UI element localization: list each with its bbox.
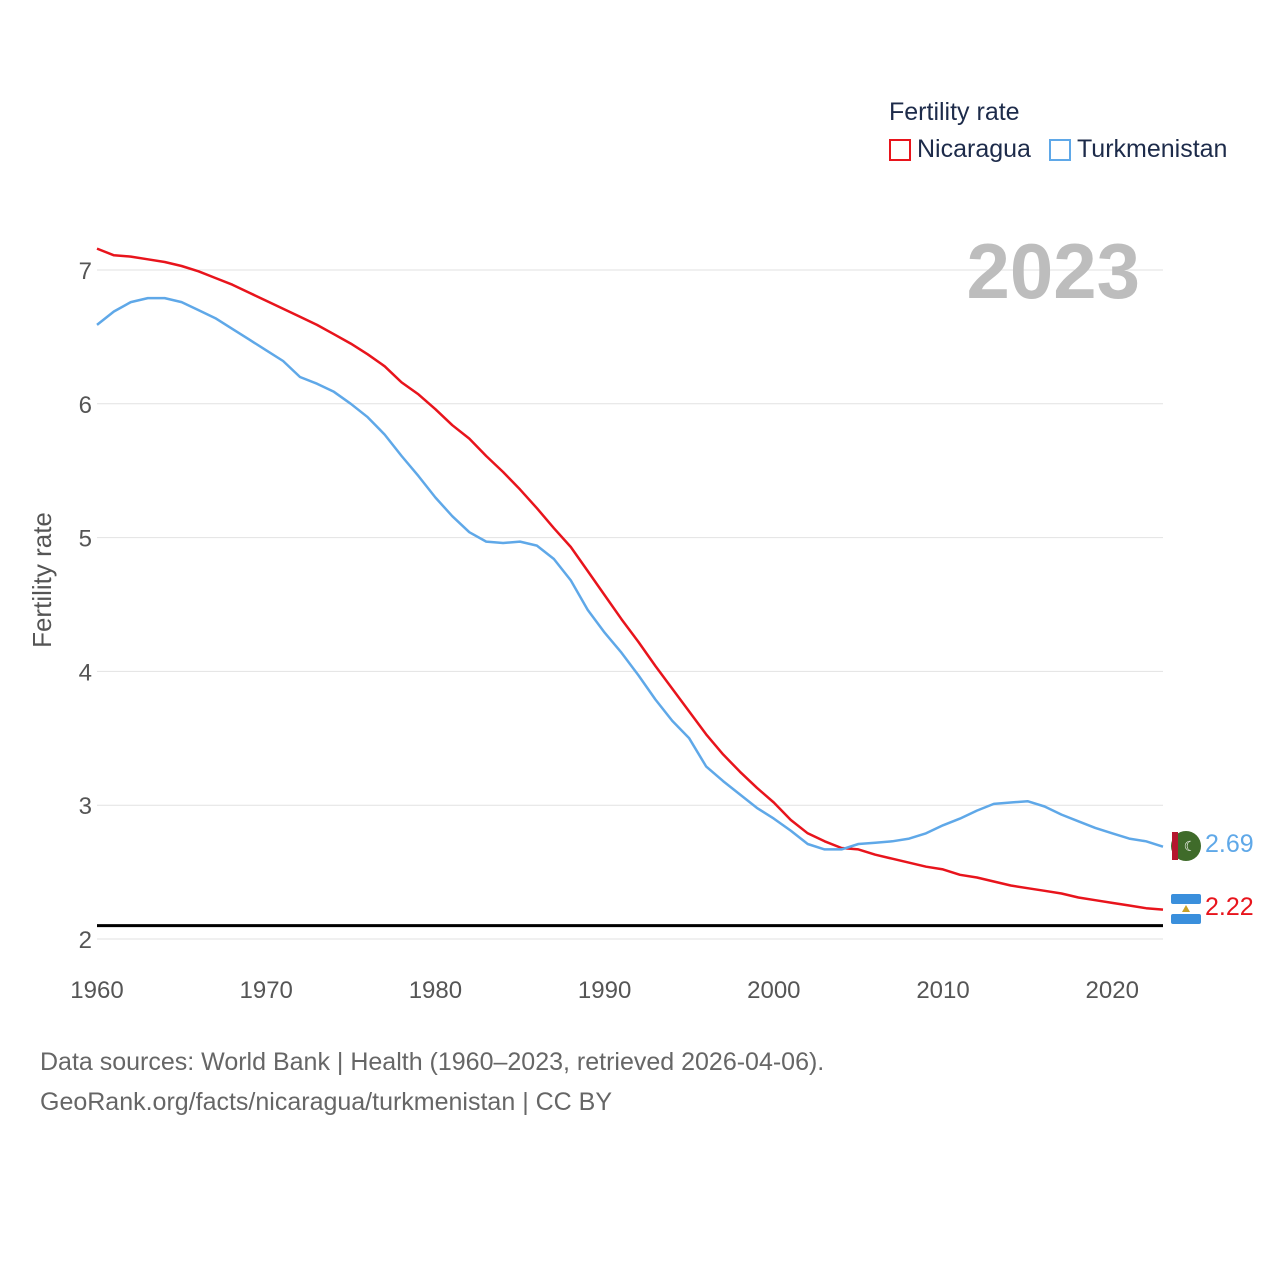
attribution-link[interactable]: GeoRank.org/facts/nicaragua/turkmenistan… xyxy=(40,1088,613,1116)
series-lines xyxy=(96,247,1164,911)
nicaragua-end-label: 2.22 xyxy=(1205,893,1254,921)
nicaragua-flag-icon xyxy=(1171,894,1201,924)
y-axis-label: Fertility rate xyxy=(27,512,57,648)
nicaragua-swatch xyxy=(889,138,911,161)
legend-title: Fertility rate xyxy=(889,98,1020,126)
data-source-text: Data sources: World Bank | Health (1960–… xyxy=(40,1048,825,1076)
x-tick-label: 1990 xyxy=(578,977,631,1004)
grid-lines xyxy=(97,269,1163,940)
legend-label-turkmenistan: Turkmenistan xyxy=(1076,135,1228,163)
footer: Data sources: World Bank | Health (1960–… xyxy=(40,1042,824,1122)
x-tick-label: 2000 xyxy=(747,977,800,1004)
y-axis-ticks: 2 3 4 5 6 7 xyxy=(79,258,92,954)
x-tick-label: 1970 xyxy=(240,977,293,1004)
legend-item-nicaragua[interactable]: Nicaragua xyxy=(889,135,1031,164)
turkmenistan-swatch xyxy=(1048,138,1071,161)
y-tick-label: 4 xyxy=(79,659,92,686)
x-tick-label: 1960 xyxy=(70,977,123,1004)
x-tick-label: 2010 xyxy=(916,977,969,1004)
turkmenistan-end-label: 2.69 xyxy=(1205,830,1254,858)
y-tick-label: 2 xyxy=(79,927,92,954)
x-tick-label: 2020 xyxy=(1086,977,1139,1004)
legend-label-nicaragua: Nicaragua xyxy=(917,135,1031,163)
turkmenistan-series-line xyxy=(96,296,1164,851)
legend: Fertility rate Nicaragua Turkmenistan xyxy=(889,98,1245,164)
y-tick-label: 5 xyxy=(79,526,92,553)
y-tick-label: 3 xyxy=(79,793,92,820)
turkmenistan-flag-icon: ☾ xyxy=(1171,831,1201,861)
y-tick-label: 7 xyxy=(79,258,92,285)
nicaragua-series-line xyxy=(96,247,1164,911)
svg-text:☾: ☾ xyxy=(1184,839,1197,855)
legend-item-turkmenistan[interactable]: Turkmenistan xyxy=(1048,135,1228,164)
year-label: 2023 xyxy=(966,227,1140,315)
y-tick-label: 6 xyxy=(79,392,92,419)
x-axis-ticks: 1960 1970 1980 1990 2000 2010 2020 xyxy=(70,977,1139,1004)
x-tick-label: 1980 xyxy=(409,977,462,1004)
end-markers: ☾ xyxy=(1171,831,1201,924)
